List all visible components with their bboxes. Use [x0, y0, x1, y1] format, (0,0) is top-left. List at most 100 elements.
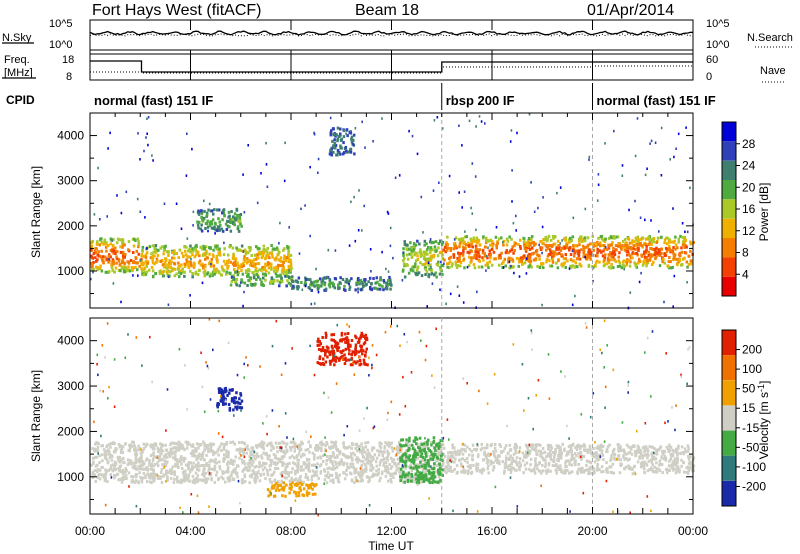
data-cell: [141, 449, 145, 453]
data-cell: [605, 468, 608, 471]
data-cell: [610, 254, 613, 258]
data-cell: [527, 449, 530, 453]
data-cell: [486, 467, 489, 471]
noise-cell: [640, 271, 642, 275]
data-cell: [398, 440, 401, 444]
data-cell: [495, 246, 498, 250]
data-cell: [112, 259, 115, 263]
noise-cell: [146, 247, 148, 250]
data-cell: [115, 257, 119, 261]
data-cell: [400, 478, 404, 482]
data-cell: [140, 253, 144, 256]
data-cell: [501, 266, 504, 269]
data-cell: [112, 251, 115, 255]
data-cell: [643, 258, 646, 262]
data-cell: [350, 446, 353, 450]
data-cell: [345, 468, 348, 472]
data-cell: [513, 244, 516, 248]
data-cell: [360, 442, 363, 446]
data-cell: [359, 479, 362, 483]
data-cell: [197, 212, 201, 216]
data-cell: [257, 275, 260, 279]
data-cell: [234, 467, 237, 471]
data-cell: [587, 263, 591, 267]
data-cell: [555, 246, 558, 250]
noise-cell: [357, 290, 359, 294]
data-cell: [443, 469, 447, 473]
data-cell: [540, 455, 544, 459]
data-cell: [278, 284, 281, 288]
data-cell: [109, 464, 113, 468]
data-cell: [526, 453, 530, 457]
data-cell: [452, 255, 456, 259]
noise-cell: [163, 202, 166, 205]
data-cell: [225, 262, 228, 266]
noise-cell: [639, 216, 642, 219]
data-cell: [121, 251, 125, 255]
data-cell: [671, 265, 674, 269]
data-cell: [361, 479, 364, 483]
data-cell: [376, 449, 379, 453]
data-cell: [468, 447, 472, 451]
data-cell: [397, 461, 401, 465]
data-cell: [121, 238, 125, 242]
data-cell: [403, 240, 406, 244]
data-cell: [562, 471, 565, 475]
data-cell: [570, 449, 573, 453]
data-cell: [459, 261, 463, 264]
data-cell: [131, 465, 135, 469]
data-cell: [103, 238, 107, 242]
data-cell: [111, 442, 115, 446]
data-cell: [122, 256, 125, 260]
data-cell: [299, 455, 303, 459]
data-cell: [134, 446, 137, 450]
data-cell: [589, 452, 593, 455]
data-cell: [477, 453, 480, 457]
data-cell: [304, 280, 307, 284]
data-cell: [289, 253, 293, 257]
data-cell: [639, 453, 643, 457]
data-cell: [520, 259, 524, 263]
data-cell: [567, 445, 571, 449]
data-cell: [186, 440, 189, 444]
data-cell: [320, 443, 323, 447]
data-cell: [205, 480, 208, 484]
data-cell: [112, 450, 116, 454]
data-cell: [168, 261, 171, 265]
data-cell: [230, 460, 233, 464]
data-cell: [280, 480, 283, 484]
data-cell: [418, 445, 422, 449]
data-cell: [202, 440, 205, 444]
data-cell: [441, 257, 444, 260]
data-cell: [266, 488, 270, 492]
noise-cell: [681, 222, 684, 225]
data-cell: [148, 245, 152, 249]
data-cell: [582, 248, 586, 252]
data-cell: [214, 451, 217, 455]
data-cell: [613, 453, 616, 457]
data-cell: [246, 251, 250, 255]
data-cell: [474, 247, 478, 251]
data-cell: [145, 270, 149, 274]
data-cell: [588, 242, 592, 246]
data-cell: [576, 265, 579, 269]
data-cell: [454, 236, 458, 240]
data-cell: [105, 449, 108, 453]
data-cell: [370, 448, 374, 452]
data-cell: [333, 466, 337, 470]
data-cell: [330, 151, 333, 155]
data-cell: [603, 244, 606, 247]
data-cell: [500, 262, 504, 266]
data-cell: [307, 491, 311, 495]
data-cell: [179, 478, 183, 482]
data-cell: [405, 253, 409, 257]
data-cell: [138, 447, 142, 450]
data-cell: [270, 461, 273, 465]
data-cell: [264, 264, 267, 268]
data-cell: [487, 471, 490, 475]
data-cell: [183, 270, 186, 274]
data-cell: [568, 247, 571, 251]
data-cell: [536, 453, 539, 457]
data-cell: [319, 441, 322, 445]
noise-cell: [623, 267, 625, 271]
